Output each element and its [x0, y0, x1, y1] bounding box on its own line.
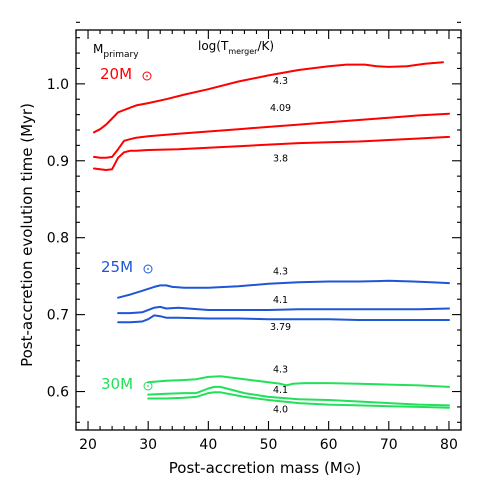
- y-tick-label: 0.7: [47, 308, 69, 324]
- series-line-3: [117, 279, 450, 299]
- series-line-6: [147, 375, 450, 388]
- series-line-0: [93, 61, 444, 134]
- x-tick-label: 60: [320, 437, 338, 453]
- sun-symbol-icon: [143, 381, 153, 391]
- y-axis-title: Post-accretion evolution time (Myr): [18, 103, 36, 367]
- y-tick-label: 0.8: [47, 231, 69, 247]
- sun-symbol-icon: [142, 71, 152, 81]
- series-line-4: [117, 305, 450, 315]
- x-tick-label: 40: [199, 437, 217, 453]
- curve-label-layer: 4.3 4.09 3.8 4.3 4.1 3.79 4.3 4.1 4.0: [270, 76, 291, 415]
- series-layer: [93, 61, 450, 409]
- x-tick-label: 30: [139, 437, 157, 453]
- y-tick-label: 0.6: [47, 385, 69, 401]
- series-line-5: [117, 314, 450, 324]
- sun-symbol-dot-icon: [147, 268, 149, 270]
- series-line-2: [93, 135, 450, 171]
- plot-area: 20 30 40 50 60 70 80 0.6 0.7 0.8 0.9 1.0: [47, 21, 462, 453]
- curve-label: 4.1: [273, 385, 288, 396]
- series-line-7: [147, 385, 450, 407]
- curve-label: 3.8: [273, 154, 288, 165]
- x-tick-label: 20: [79, 437, 97, 453]
- x-tick-label: 70: [380, 437, 398, 453]
- x-axis-title: Post-accretion mass (M⊙): [169, 459, 361, 477]
- curve-label: 4.3: [273, 76, 288, 87]
- series-line-8: [147, 391, 450, 409]
- sun-symbol-dot-icon: [147, 385, 149, 387]
- group-label-25msun: 25M: [101, 258, 133, 276]
- curve-label: 4.1: [273, 295, 288, 306]
- legend-primary-mass-header: Mprimary: [93, 42, 139, 60]
- plot-frame: [75, 29, 462, 431]
- group-label-30msun: 30M: [101, 375, 133, 393]
- curve-label: 4.3: [273, 267, 288, 278]
- legend-merger-temperature-header: log(Tmerger/K): [198, 39, 274, 56]
- group-label-20msun: 20M: [100, 65, 132, 83]
- y-tick-label: 1.0: [47, 77, 69, 93]
- sun-symbol-icon: [143, 264, 153, 274]
- sun-symbol-dot-icon: [146, 75, 148, 77]
- y-tick-label: 0.9: [47, 154, 69, 170]
- curve-label: 4.3: [273, 364, 288, 375]
- curve-label: 4.0: [273, 404, 288, 415]
- curve-label: 3.79: [270, 322, 291, 333]
- x-tick-label: 80: [440, 437, 458, 453]
- curve-label: 4.09: [270, 103, 291, 114]
- series-line-1: [93, 112, 450, 159]
- x-tick-label: 50: [260, 437, 278, 453]
